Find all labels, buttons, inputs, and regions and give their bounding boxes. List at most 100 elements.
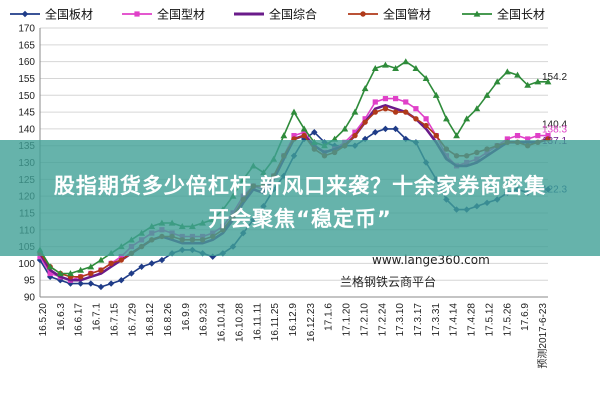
data-point [382, 106, 389, 112]
y-tick-label: 155 [18, 74, 35, 85]
data-point [341, 125, 349, 132]
data-point [107, 280, 115, 287]
data-point [97, 256, 105, 263]
data-point [300, 125, 308, 132]
data-point [362, 116, 368, 122]
headline-banner [0, 140, 600, 256]
x-tick-label: 16.10.28 [234, 303, 245, 342]
data-point [413, 116, 419, 122]
data-point [46, 273, 54, 281]
watermark-caption: 兰格钢铁云商平台 [340, 274, 436, 289]
data-point [382, 96, 389, 102]
y-tick-label: 165 [18, 40, 35, 51]
x-tick-label: 16.11.25 [270, 303, 281, 342]
data-point [514, 71, 521, 78]
legend-label: 全国板材 [45, 7, 93, 22]
x-tick-label: 17.4.28 [467, 303, 478, 337]
x-tick-label: 16.12.9 [288, 303, 299, 337]
data-point [108, 260, 114, 267]
data-point [524, 81, 532, 88]
legend-item: 全国板材 [10, 7, 93, 22]
data-point [97, 283, 105, 291]
data-point [46, 263, 54, 270]
headline-line-2[interactable]: 开会聚焦“稳定币” [208, 207, 392, 231]
data-point [56, 270, 64, 277]
legend-label: 全国长材 [497, 7, 545, 22]
x-tick-label: 16.8.12 [145, 303, 156, 337]
data-point [514, 133, 521, 139]
data-point [118, 276, 125, 284]
data-point [423, 116, 429, 122]
value-callout: 138.3 [542, 125, 567, 136]
data-point [423, 122, 429, 129]
headline-line-1[interactable]: 股指期货多少倍杠杆 新风口来袭？十余家券商密集 [53, 174, 547, 198]
y-tick-label: 90 [24, 293, 36, 304]
x-tick-label: 预测2017-6-23 [536, 303, 549, 369]
data-point [493, 78, 501, 85]
data-point [403, 109, 409, 115]
data-point [545, 133, 551, 139]
y-tick-label: 100 [18, 259, 35, 270]
legend-label: 全国管材 [383, 7, 431, 22]
legend-item: 全国管材 [348, 7, 431, 22]
data-point [432, 91, 440, 98]
data-point [402, 58, 410, 65]
data-point [382, 125, 389, 133]
legend-label: 全国综合 [269, 7, 317, 22]
data-point [138, 263, 145, 270]
data-point [351, 108, 359, 115]
x-tick-label: 17.1.6 [324, 303, 335, 331]
x-tick-label: 17.2.10 [359, 303, 370, 337]
x-tick-label: 16.7.1 [92, 303, 103, 331]
data-point [37, 254, 43, 260]
value-callout: 154.2 [542, 72, 567, 83]
data-point [504, 136, 510, 142]
data-point [158, 256, 166, 264]
x-tick-label: 17.4.14 [449, 303, 460, 337]
data-point [392, 64, 399, 71]
data-point [118, 257, 124, 263]
x-tick-label: 17.2.24 [377, 303, 388, 337]
data-point [483, 91, 491, 98]
x-tick-label: 16.7.15 [109, 303, 120, 337]
x-tick-label: 17.5.26 [502, 303, 513, 337]
value-callout: 140.4 [542, 120, 567, 131]
data-point [128, 270, 135, 277]
data-point [403, 99, 409, 105]
data-point [534, 78, 542, 85]
data-point [352, 129, 358, 135]
data-point [360, 11, 366, 17]
watermark-url: www.lange360.com [372, 253, 490, 267]
data-point [88, 270, 94, 277]
data-point [393, 96, 399, 102]
data-point [422, 75, 430, 82]
data-point [67, 270, 74, 277]
x-tick-label: 16.8.26 [163, 303, 174, 337]
data-point [87, 280, 94, 287]
data-point [77, 280, 84, 287]
data-point [413, 106, 419, 112]
data-point [352, 132, 358, 139]
x-tick-label: 16.6.3 [56, 303, 67, 331]
data-point [392, 109, 399, 115]
x-tick-label: 16.5.20 [38, 303, 49, 337]
data-point [372, 129, 379, 136]
data-point [372, 109, 378, 115]
legend-item: 全国综合 [234, 7, 317, 22]
data-point [311, 129, 318, 136]
data-point [392, 125, 399, 133]
data-point [77, 266, 85, 273]
x-tick-label: 16.6.17 [74, 303, 85, 337]
data-point [98, 267, 104, 273]
data-point [280, 132, 288, 139]
data-point [544, 78, 552, 85]
data-point [473, 10, 481, 17]
data-point [47, 270, 53, 277]
data-point [535, 133, 541, 139]
y-tick-label: 95 [24, 276, 36, 287]
data-point [362, 119, 368, 125]
data-point [412, 64, 420, 71]
x-tick-label: 16.11.11 [252, 303, 263, 341]
legend-label: 全国型材 [157, 7, 205, 22]
